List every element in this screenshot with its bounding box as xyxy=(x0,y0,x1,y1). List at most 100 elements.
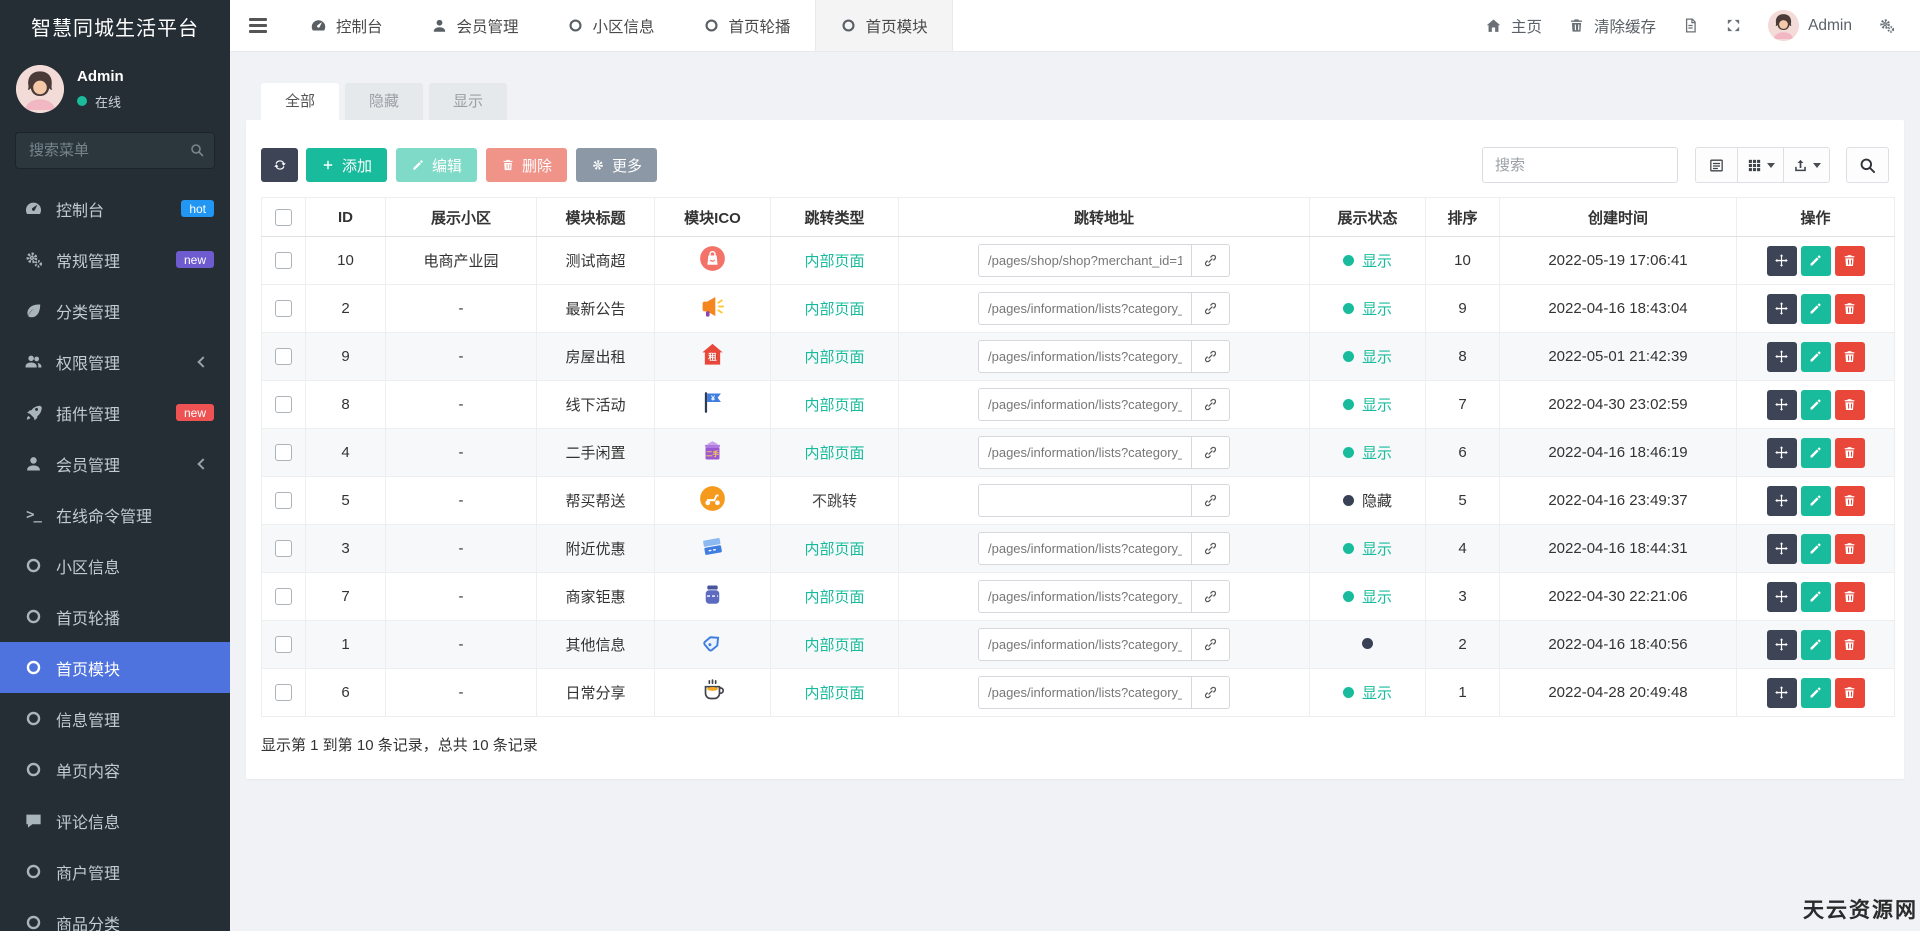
sidebar-item-商品分类[interactable]: 商品分类 xyxy=(0,897,230,931)
settings-button[interactable] xyxy=(1865,0,1908,51)
edit-row-button[interactable] xyxy=(1800,533,1831,564)
row-checkbox[interactable] xyxy=(275,492,292,510)
row-checkbox[interactable] xyxy=(275,588,292,606)
row-checkbox[interactable] xyxy=(275,252,292,270)
link-button[interactable] xyxy=(1192,244,1230,277)
sidebar-item-在线命令管理[interactable]: >_ 在线命令管理 xyxy=(0,489,230,540)
sidebar-item-信息管理[interactable]: 信息管理 xyxy=(0,693,230,744)
avatar[interactable] xyxy=(16,65,64,113)
row-checkbox[interactable] xyxy=(275,444,292,462)
hamburger-menu-icon[interactable] xyxy=(230,0,286,51)
filter-tab-显示[interactable]: 显示 xyxy=(429,83,507,120)
edit-button[interactable]: 编辑 xyxy=(396,148,478,182)
filter-tab-隐藏[interactable]: 隐藏 xyxy=(345,83,423,120)
sidebar-item-首页模块[interactable]: 首页模块 xyxy=(0,642,230,693)
move-button[interactable] xyxy=(1766,533,1797,564)
link-button[interactable] xyxy=(1192,676,1230,709)
move-button[interactable] xyxy=(1766,293,1797,324)
delete-row-button[interactable] xyxy=(1834,437,1865,468)
row-checkbox[interactable] xyxy=(275,396,292,414)
sidebar-item-插件管理[interactable]: 插件管理 new xyxy=(0,387,230,438)
delete-row-button[interactable] xyxy=(1834,389,1865,420)
move-button[interactable] xyxy=(1766,341,1797,372)
delete-row-button[interactable] xyxy=(1834,629,1865,660)
link-button[interactable] xyxy=(1192,484,1230,517)
delete-row-button[interactable] xyxy=(1834,677,1865,708)
jump-url-input[interactable] xyxy=(978,340,1192,373)
sidebar-item-常规管理[interactable]: 常规管理 new xyxy=(0,234,230,285)
nav-tab-首页轮播[interactable]: 首页轮播 xyxy=(679,0,815,51)
move-button[interactable] xyxy=(1766,485,1797,516)
select-all-checkbox[interactable] xyxy=(275,208,292,226)
edit-row-button[interactable] xyxy=(1800,485,1831,516)
link-button[interactable] xyxy=(1192,436,1230,469)
row-checkbox[interactable] xyxy=(275,348,292,366)
move-button[interactable] xyxy=(1766,437,1797,468)
sidebar-item-小区信息[interactable]: 小区信息 xyxy=(0,540,230,591)
move-button[interactable] xyxy=(1766,581,1797,612)
add-button[interactable]: 添加 xyxy=(306,148,388,182)
jump-url-input[interactable] xyxy=(978,580,1192,613)
delete-row-button[interactable] xyxy=(1834,245,1865,276)
nav-tab-控制台[interactable]: 控制台 xyxy=(286,0,407,51)
edit-row-button[interactable] xyxy=(1800,437,1831,468)
sidebar-item-分类管理[interactable]: 分类管理 xyxy=(0,285,230,336)
edit-row-button[interactable] xyxy=(1800,245,1831,276)
row-checkbox[interactable] xyxy=(275,636,292,654)
row-checkbox[interactable] xyxy=(275,540,292,558)
fullscreen-button[interactable] xyxy=(1712,0,1755,51)
edit-row-button[interactable] xyxy=(1800,389,1831,420)
refresh-button[interactable] xyxy=(261,148,298,182)
edit-row-button[interactable] xyxy=(1800,581,1831,612)
link-button[interactable] xyxy=(1192,340,1230,373)
jump-url-input[interactable] xyxy=(978,484,1192,517)
row-checkbox[interactable] xyxy=(275,300,292,318)
jump-url-input[interactable] xyxy=(978,436,1192,469)
jump-url-input[interactable] xyxy=(978,628,1192,661)
jump-url-input[interactable] xyxy=(978,292,1192,325)
row-checkbox[interactable] xyxy=(275,684,292,702)
move-button[interactable] xyxy=(1766,677,1797,708)
sidebar-item-权限管理[interactable]: 权限管理 xyxy=(0,336,230,387)
sidebar-item-控制台[interactable]: 控制台 hot xyxy=(0,183,230,234)
link-button[interactable] xyxy=(1192,388,1230,421)
delete-row-button[interactable] xyxy=(1834,581,1865,612)
columns-button[interactable] xyxy=(1738,148,1784,182)
edit-row-button[interactable] xyxy=(1800,293,1831,324)
jump-url-input[interactable] xyxy=(978,388,1192,421)
more-button[interactable]: 更多 xyxy=(576,148,658,182)
delete-row-button[interactable] xyxy=(1834,533,1865,564)
delete-row-button[interactable] xyxy=(1834,485,1865,516)
search-toggle-button[interactable] xyxy=(1846,147,1889,183)
link-button[interactable] xyxy=(1192,580,1230,613)
filter-tab-全部[interactable]: 全部 xyxy=(261,83,339,120)
sidebar-item-评论信息[interactable]: 评论信息 xyxy=(0,795,230,846)
edit-row-button[interactable] xyxy=(1800,629,1831,660)
home-link[interactable]: 主页 xyxy=(1472,0,1555,51)
move-button[interactable] xyxy=(1766,629,1797,660)
clear-cache-link[interactable]: 清除缓存 xyxy=(1555,0,1669,51)
delete-button[interactable]: 删除 xyxy=(486,148,568,182)
jump-url-input[interactable] xyxy=(978,676,1192,709)
export-button[interactable] xyxy=(1784,148,1829,182)
table-search-input[interactable] xyxy=(1482,147,1678,183)
edit-row-button[interactable] xyxy=(1800,677,1831,708)
sidebar-item-商户管理[interactable]: 商户管理 xyxy=(0,846,230,897)
sidebar-item-会员管理[interactable]: 会员管理 xyxy=(0,438,230,489)
delete-row-button[interactable] xyxy=(1834,341,1865,372)
edit-row-button[interactable] xyxy=(1800,341,1831,372)
card-view-button[interactable] xyxy=(1696,148,1738,182)
link-button[interactable] xyxy=(1192,628,1230,661)
link-button[interactable] xyxy=(1192,532,1230,565)
link-button[interactable] xyxy=(1192,292,1230,325)
sidebar-search-input[interactable] xyxy=(15,132,215,169)
sidebar-item-首页轮播[interactable]: 首页轮播 xyxy=(0,591,230,642)
user-menu[interactable]: Admin xyxy=(1755,0,1865,51)
jump-url-input[interactable] xyxy=(978,532,1192,565)
nav-tab-会员管理[interactable]: 会员管理 xyxy=(407,0,543,51)
move-button[interactable] xyxy=(1766,389,1797,420)
move-button[interactable] xyxy=(1766,245,1797,276)
jump-url-input[interactable] xyxy=(978,244,1192,277)
sidebar-item-单页内容[interactable]: 单页内容 xyxy=(0,744,230,795)
delete-row-button[interactable] xyxy=(1834,293,1865,324)
